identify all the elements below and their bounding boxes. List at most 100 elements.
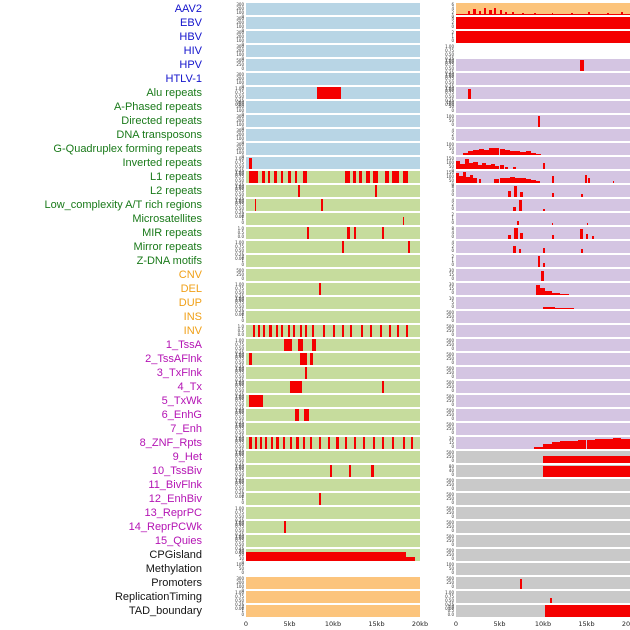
y-tick-label: 500 (446, 380, 454, 385)
y-axis-ticks-right: 500 250 0 (420, 353, 456, 365)
y-tick-label: 0 (241, 112, 244, 117)
y-tick-label: 250 (446, 426, 454, 431)
signal-bar (522, 12, 524, 15)
y-tick-label: 250 (446, 524, 454, 529)
y-axis-ticks-left: 1.00 0.75 0.50 0.25 0.00 (206, 184, 246, 205)
signal-bar (336, 437, 339, 449)
y-tick-label: 1.00 (235, 184, 244, 189)
signal-bar (294, 409, 300, 421)
y-tick-label: 100 (236, 562, 244, 567)
signal-bar (513, 167, 517, 169)
y-axis-ticks-right: 150 100 50 0 (420, 157, 456, 173)
signal-panel-left (246, 507, 420, 519)
y-tick-label: 1.00 (235, 366, 244, 371)
signal-bar (385, 171, 389, 183)
x-tick-label: 5kb (283, 620, 296, 628)
y-axis-ticks-left: 300 200 100 0 (206, 31, 246, 47)
signal-bar (543, 443, 552, 449)
y-tick-label: 0.00 (235, 256, 244, 261)
y-axis-ticks-left: 300 200 100 0 (206, 129, 246, 145)
track-label: DEL (180, 283, 202, 295)
track-row: 9_Het 1.00 0.75 0.50 0.25 0.00 500 250 0 (0, 450, 630, 471)
y-tick-label: 300 (236, 72, 244, 77)
y-axis-ticks-left: 1.00 0.75 0.50 0.25 0.00 (206, 591, 246, 611)
y-tick-label: 0.25 (235, 378, 244, 383)
y-tick-label: 0.75 (445, 90, 454, 95)
y-tick-label: 0.00 (445, 74, 454, 79)
y-axis-ticks-right: 500 250 0 (420, 409, 456, 421)
y-tick-label: 0.75 (235, 384, 244, 389)
y-axis-ticks-right: 30 15 0 (420, 283, 456, 295)
y-axis-ticks-left: 1.00 0.75 0.50 0.25 0.00 (206, 507, 246, 527)
y-axis-ticks-right: 100 50 0 (420, 115, 456, 127)
track-label: 2_TssAFlnk (145, 353, 202, 365)
y-tick-label: 0.00 (235, 494, 244, 499)
y-tick-label: 1.0 (237, 226, 244, 231)
x-tick-label: 10kb (324, 620, 342, 628)
y-tick-label: 0 (451, 108, 454, 113)
signal-bar (381, 437, 384, 449)
track-label: INV (183, 325, 202, 337)
signal-bar (310, 353, 313, 365)
y-tick-label: 4 (451, 240, 454, 245)
signal-panel-right (456, 171, 630, 183)
y-tick-label: 500 (446, 338, 454, 343)
signal-panel-left (246, 171, 420, 183)
signal-panel-left (246, 17, 420, 29)
y-tick-label: 0.25 (235, 602, 244, 607)
y-tick-label: 250 (446, 342, 454, 347)
y-axis-ticks-right: 1.00 0.75 0.50 0.25 0.00 (420, 73, 456, 93)
y-tick-label: 0.75 (445, 48, 454, 53)
y-tick-label: 1.00 (235, 408, 244, 413)
signal-bar (504, 177, 510, 183)
x-axis-left: 0 5kb 10kb 15kb 20kb (243, 618, 428, 630)
y-axis-ticks-left: 300 200 100 0 (206, 17, 246, 33)
y-tick-label: 1 (241, 216, 244, 221)
y-tick-label: 0.50 (445, 94, 454, 99)
y-tick-label: 0 (451, 444, 454, 449)
signal-bar (494, 7, 497, 15)
signal-bar (520, 178, 526, 183)
signal-panel-right (456, 227, 630, 239)
y-tick-label: 0.50 (235, 416, 244, 421)
x-tick-label: 0 (243, 620, 249, 628)
track-row: HBV 300 200 100 0 2 1 0 (0, 30, 630, 47)
signal-bar (530, 152, 537, 155)
signal-bar (536, 284, 540, 295)
signal-bar (483, 149, 490, 155)
y-tick-label: 100 (236, 80, 244, 85)
y-tick-label: 0 (451, 206, 454, 211)
track-label: L1 repeats (150, 171, 202, 183)
y-tick-label: 1 (451, 34, 454, 39)
signal-bar (581, 249, 584, 253)
signal-panel-left (246, 31, 420, 43)
signal-bar (468, 151, 474, 155)
y-tick-label: 0.00 (235, 102, 244, 107)
y-axis-ticks-left: 100 50 0 (206, 563, 246, 575)
signal-bar (504, 11, 507, 15)
y-tick-label: 0 (241, 318, 244, 323)
track-label: Mirror repeats (133, 241, 202, 253)
y-tick-label: 0.50 (235, 192, 244, 197)
y-tick-label: 1.00 (235, 282, 244, 287)
signal-bar (551, 235, 554, 239)
signal-bar (489, 148, 495, 155)
y-tick-label: 1.00 (445, 86, 454, 91)
y-axis-ticks-left: 500 250 0 (206, 59, 246, 71)
track-row: MIR repeats 1.0 0.5 0.0 8 4 0 (0, 226, 630, 240)
y-tick-label: 0 (451, 374, 454, 379)
y-axis-ticks-right: 150 100 50 0 (420, 171, 456, 187)
signal-bar (560, 441, 570, 449)
signal-panel-right (456, 395, 630, 407)
signal-bar (478, 148, 484, 155)
signal-panel-left (246, 465, 420, 477)
track-label: Promoters (151, 577, 202, 589)
y-tick-label: 0.25 (235, 518, 244, 523)
track-row: G-Quadruplex forming repeats 300 200 100 0 10… (0, 142, 630, 159)
signal-bar (565, 308, 575, 309)
y-tick-label: 250 (446, 510, 454, 515)
y-tick-label: 0.50 (235, 542, 244, 547)
track-label: MIR repeats (142, 227, 202, 239)
